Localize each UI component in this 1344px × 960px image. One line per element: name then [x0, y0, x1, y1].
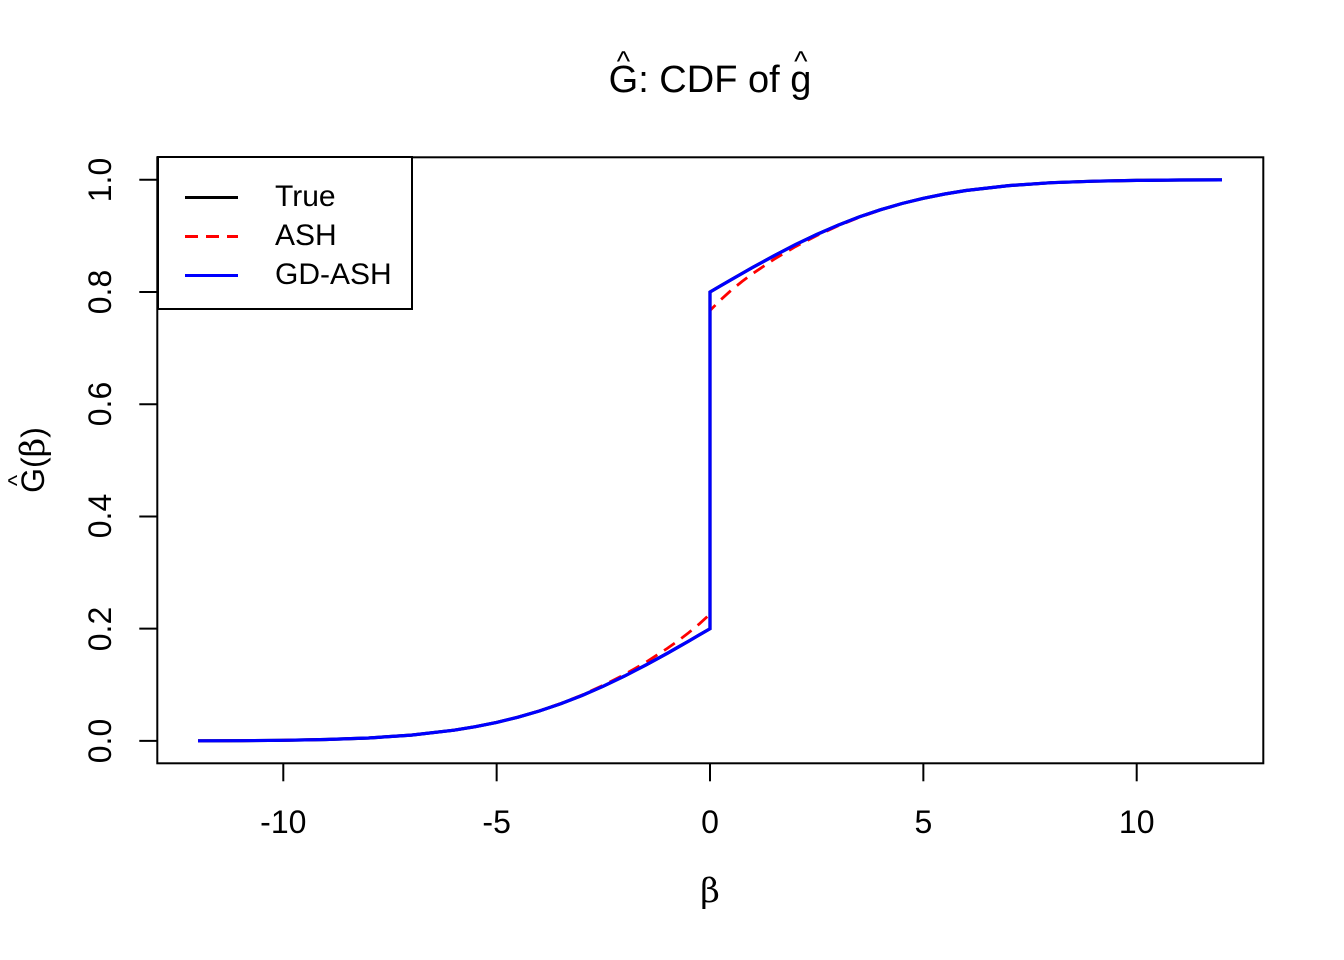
x-tick-label: 0 — [701, 804, 719, 840]
ylabel-beta: β — [13, 437, 53, 458]
legend-label-true: True — [275, 180, 336, 213]
x-tick-label: -10 — [260, 804, 307, 840]
chart-title: ^ G: CDF of ^ g — [157, 48, 1263, 101]
legend-line-ash — [185, 234, 238, 238]
title-middle: : CDF of — [638, 59, 791, 101]
xlabel-beta: β — [700, 871, 720, 910]
legend-item-ash: ASH — [159, 221, 411, 251]
hat-accent: ^ — [794, 46, 808, 79]
x-tick-label: 10 — [1118, 804, 1155, 840]
y-axis-title: ^ G(β) — [4, 427, 53, 493]
x-tick-label: 5 — [914, 804, 933, 840]
legend-label-ash: ASH — [275, 219, 337, 252]
legend-item-true: True — [159, 182, 411, 212]
hat-accent: ^ — [4, 474, 32, 487]
y-tick-label: 0.8 — [82, 269, 118, 315]
G-hat: ^ G — [608, 48, 639, 101]
ylabel-paren-close: ) — [15, 427, 52, 438]
ylabel-paren-open: ( — [15, 457, 52, 469]
legend-line-gd-ash — [185, 273, 238, 277]
legend: True ASH GD-ASH — [157, 156, 413, 310]
legend-line-true — [185, 195, 238, 199]
axis-ticks — [139, 178, 1138, 782]
series-line-gd-ash — [197, 178, 1223, 743]
title-g: g — [790, 59, 812, 101]
hat-accent: ^ — [616, 46, 631, 79]
y-tick-label: 0.4 — [82, 494, 118, 539]
x-tick-label: -5 — [482, 804, 511, 840]
y-tick-label: 1.0 — [82, 157, 118, 203]
y-tick-label: 0.2 — [82, 606, 118, 651]
legend-label-gd-ash: GD-ASH — [275, 258, 392, 291]
y-tick-label: 0.0 — [82, 718, 118, 764]
y-tick-label: 0.6 — [82, 381, 118, 427]
g-hat: ^ g — [790, 48, 812, 101]
legend-item-gd-ash: GD-ASH — [159, 260, 411, 290]
plot-series — [197, 178, 1223, 743]
G-hat: ^ G — [4, 468, 51, 493]
title-G: G — [608, 59, 639, 101]
x-axis-title: β — [157, 874, 1263, 908]
